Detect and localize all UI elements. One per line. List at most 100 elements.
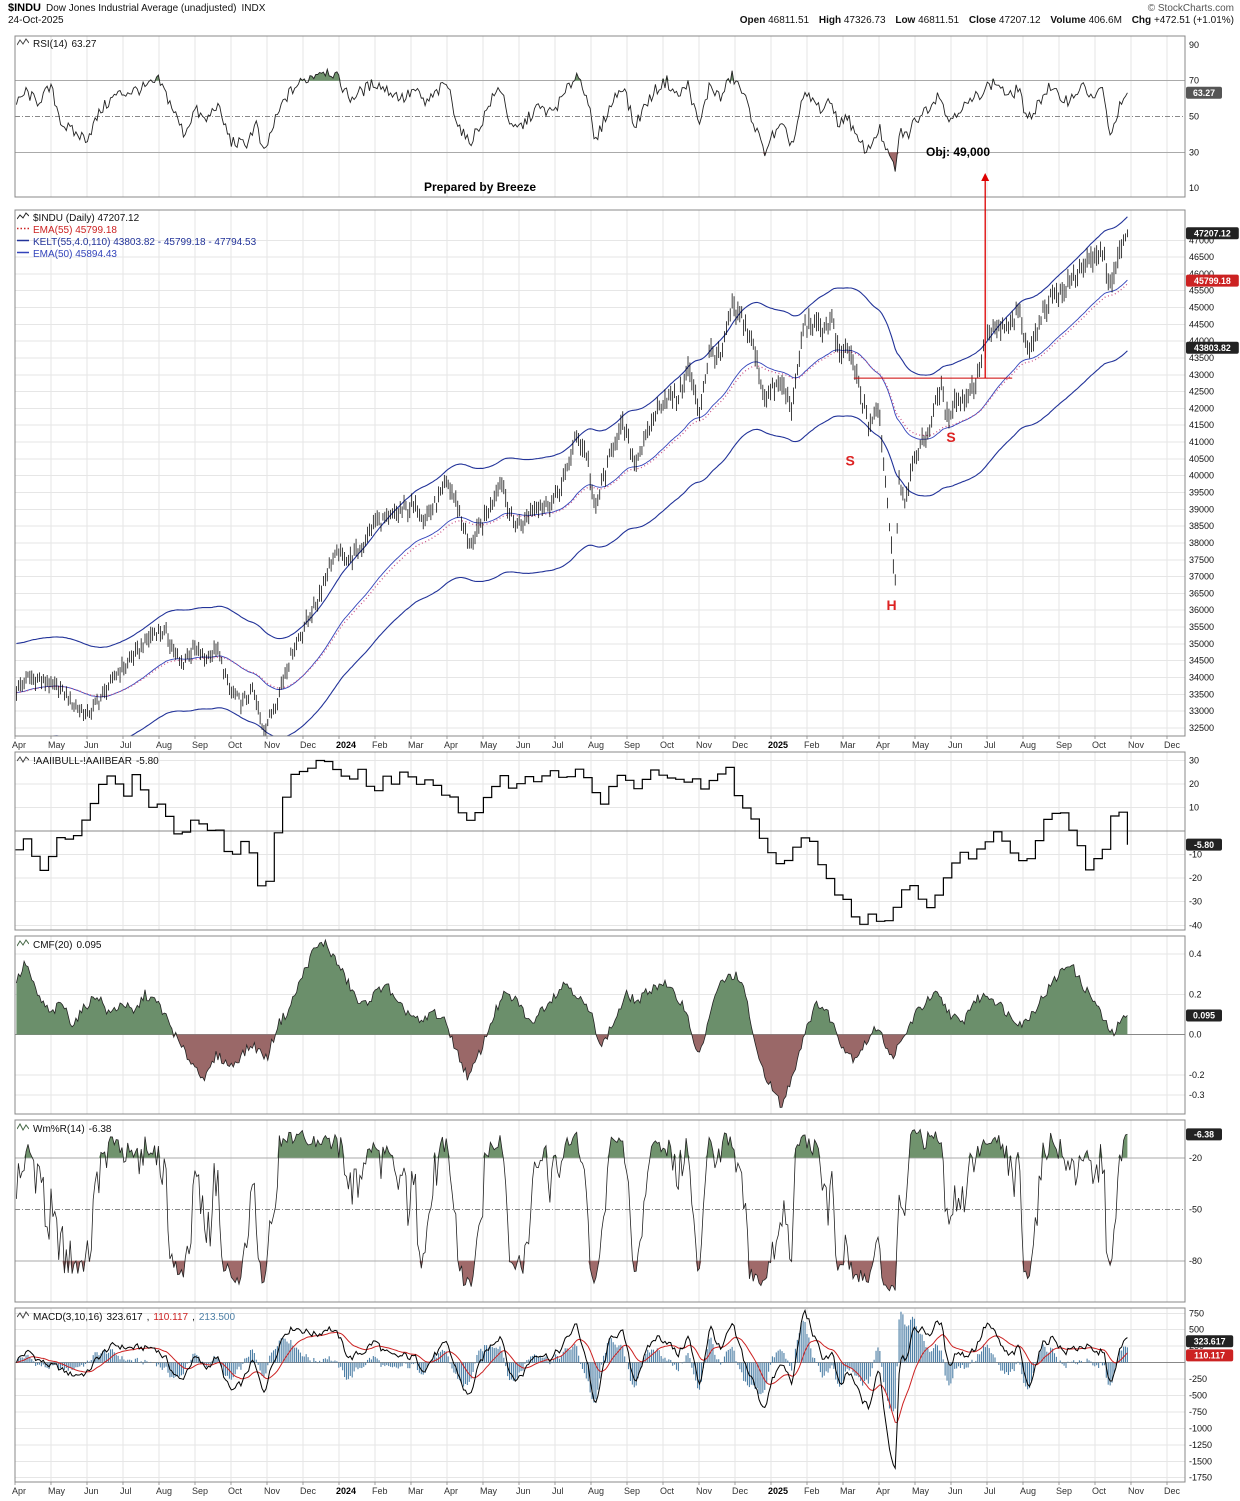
low-value: 46811.51 bbox=[918, 15, 960, 26]
svg-text:Dec: Dec bbox=[1164, 1486, 1181, 1496]
svg-text:44500: 44500 bbox=[1189, 319, 1214, 329]
svg-text:-250: -250 bbox=[1189, 1374, 1207, 1384]
svg-text:May: May bbox=[48, 1486, 66, 1496]
svg-text:2024: 2024 bbox=[336, 740, 356, 750]
svg-text:Aug: Aug bbox=[1020, 740, 1036, 750]
svg-text:37500: 37500 bbox=[1189, 555, 1214, 565]
svg-text:50: 50 bbox=[1189, 112, 1199, 122]
svg-text:Aug: Aug bbox=[588, 1486, 604, 1496]
high-label: High bbox=[818, 15, 842, 26]
svg-text:Jul: Jul bbox=[984, 740, 996, 750]
svg-text:36500: 36500 bbox=[1189, 588, 1214, 598]
svg-text:Jun: Jun bbox=[516, 1486, 531, 1496]
svg-text:90: 90 bbox=[1189, 40, 1199, 50]
keltner-legend: KELT(55,4.0,110) 43803.82 - 45799.18 - 4… bbox=[17, 236, 256, 248]
svg-text:43500: 43500 bbox=[1189, 353, 1214, 363]
ema50-legend: EMA(50) 45894.43 bbox=[17, 248, 117, 260]
svg-text:Nov: Nov bbox=[696, 740, 713, 750]
svg-text:Jun: Jun bbox=[84, 1486, 99, 1496]
aaii-legend-value: -5.80 bbox=[135, 755, 159, 767]
cmf-legend-label: CMF(20) bbox=[33, 939, 73, 951]
svg-text:Apr: Apr bbox=[876, 1486, 890, 1496]
svg-text:0.4: 0.4 bbox=[1189, 949, 1202, 959]
svg-text:110.117: 110.117 bbox=[1194, 1351, 1225, 1361]
aaii-legend: !AAIIBULL-!AAIIBEAR -5.80 bbox=[16, 755, 159, 767]
svg-text:-750: -750 bbox=[1189, 1407, 1207, 1417]
macd-legend-value-hist: 213.500 bbox=[198, 1311, 236, 1323]
ema55-legend-label: EMA(55) 45799.18 bbox=[33, 224, 117, 236]
ema50-swatch-icon bbox=[17, 248, 29, 260]
svg-text:34500: 34500 bbox=[1189, 656, 1214, 666]
svg-text:33500: 33500 bbox=[1189, 689, 1214, 699]
svg-text:Dec: Dec bbox=[732, 1486, 749, 1496]
svg-text:0.095: 0.095 bbox=[1193, 1011, 1215, 1021]
ema55-legend: EMA(55) 45799.18 bbox=[17, 224, 117, 236]
svg-text:S: S bbox=[846, 453, 855, 469]
macd-legend-value-macd: 323.617 bbox=[106, 1311, 143, 1323]
svg-text:2024: 2024 bbox=[336, 1486, 356, 1496]
chg-label: Chg bbox=[1131, 15, 1152, 26]
svg-text:Nov: Nov bbox=[1128, 740, 1145, 750]
svg-text:-20: -20 bbox=[1189, 873, 1202, 883]
svg-text:47207.12: 47207.12 bbox=[1194, 229, 1231, 239]
price-series-icon bbox=[16, 212, 30, 224]
svg-text:Feb: Feb bbox=[372, 740, 388, 750]
svg-text:43000: 43000 bbox=[1189, 370, 1214, 380]
svg-text:-1250: -1250 bbox=[1189, 1440, 1212, 1450]
svg-text:42500: 42500 bbox=[1189, 387, 1214, 397]
high-value: 47326.73 bbox=[843, 15, 886, 26]
svg-text:Apr: Apr bbox=[12, 740, 26, 750]
svg-text:Sep: Sep bbox=[1056, 740, 1072, 750]
svg-text:43803.82: 43803.82 bbox=[1194, 343, 1231, 353]
svg-text:41500: 41500 bbox=[1189, 420, 1214, 430]
svg-text:H: H bbox=[887, 597, 897, 613]
svg-text:33000: 33000 bbox=[1189, 706, 1214, 716]
svg-text:Jul: Jul bbox=[552, 1486, 564, 1496]
svg-text:Sep: Sep bbox=[624, 1486, 640, 1496]
svg-text:63.27: 63.27 bbox=[1193, 88, 1215, 98]
svg-text:323.617: 323.617 bbox=[1194, 1337, 1226, 1347]
svg-text:Aug: Aug bbox=[1020, 1486, 1036, 1496]
keltner-legend-label: KELT(55,4.0,110) 43803.82 - 45799.18 - 4… bbox=[33, 236, 257, 248]
svg-text:39000: 39000 bbox=[1189, 504, 1214, 514]
svg-text:40000: 40000 bbox=[1189, 471, 1214, 481]
svg-text:750: 750 bbox=[1189, 1308, 1204, 1318]
svg-text:Mar: Mar bbox=[408, 740, 424, 750]
svg-text:-50: -50 bbox=[1189, 1204, 1202, 1214]
svg-text:May: May bbox=[480, 740, 498, 750]
svg-text:Dec: Dec bbox=[300, 740, 317, 750]
svg-text:-6.38: -6.38 bbox=[1194, 1130, 1214, 1140]
svg-text:Jul: Jul bbox=[120, 1486, 132, 1496]
open-value: 46811.51 bbox=[768, 15, 810, 26]
indicator-icon bbox=[16, 755, 30, 767]
svg-text:45500: 45500 bbox=[1189, 286, 1214, 296]
svg-text:S: S bbox=[946, 429, 955, 445]
indicator-icon bbox=[16, 38, 30, 50]
wmr-legend-label: Wm%R(14) bbox=[33, 1123, 85, 1135]
symbol: $INDU bbox=[8, 2, 42, 14]
svg-text:Dec: Dec bbox=[732, 740, 749, 750]
svg-text:47000: 47000 bbox=[1189, 235, 1214, 245]
svg-text:39500: 39500 bbox=[1189, 488, 1214, 498]
exchange-label: INDX bbox=[241, 3, 266, 14]
rsi-legend: RSI(14) 63.27 bbox=[16, 38, 97, 50]
svg-text:Jul: Jul bbox=[984, 1486, 996, 1496]
price-legend: $INDU (Daily) 47207.12 bbox=[16, 212, 139, 224]
svg-text:40500: 40500 bbox=[1189, 454, 1214, 464]
rsi-legend-value: 63.27 bbox=[71, 38, 97, 50]
svg-text:Aug: Aug bbox=[588, 740, 604, 750]
close-value: 47207.12 bbox=[998, 15, 1041, 26]
svg-text:-20: -20 bbox=[1189, 1153, 1202, 1163]
svg-text:Mar: Mar bbox=[840, 1486, 856, 1496]
svg-text:Apr: Apr bbox=[444, 1486, 458, 1496]
svg-text:Aug: Aug bbox=[156, 740, 172, 750]
svg-text:May: May bbox=[480, 1486, 498, 1496]
svg-text:Apr: Apr bbox=[12, 1486, 26, 1496]
svg-text:-1750: -1750 bbox=[1189, 1473, 1212, 1483]
ema55-swatch-icon bbox=[17, 224, 29, 236]
svg-text:Nov: Nov bbox=[264, 1486, 281, 1496]
svg-text:May: May bbox=[912, 1486, 930, 1496]
svg-text:10: 10 bbox=[1189, 183, 1199, 193]
svg-text:Sep: Sep bbox=[192, 740, 208, 750]
keltner-swatch-icon bbox=[17, 236, 29, 248]
